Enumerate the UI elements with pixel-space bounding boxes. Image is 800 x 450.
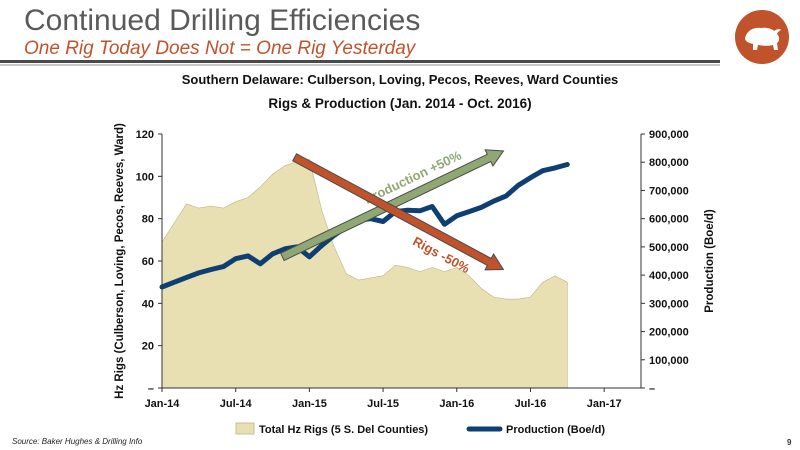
- y-tick-label: 60: [142, 256, 154, 268]
- y-tick-label: –: [148, 383, 154, 395]
- y2-tick-label: 200,000: [649, 327, 689, 339]
- chart-title: Southern Delaware: Culberson, Loving, Pe…: [181, 72, 619, 87]
- chart-subtitle: Rigs & Production (Jan. 2014 - Oct. 2016…: [268, 96, 532, 111]
- trend-arrow-shape: [292, 153, 505, 271]
- bison-icon: [735, 10, 789, 64]
- y-tick-label: 100: [136, 171, 154, 183]
- page-title: Continued Drilling Efficiencies: [24, 4, 421, 37]
- x-tick-label: Jul-16: [515, 398, 547, 410]
- legend-swatch-rigs: [235, 422, 255, 435]
- y-tick-label: 40: [142, 298, 154, 310]
- y2-tick-label: 300,000: [649, 298, 689, 310]
- y2-tick-label: 100,000: [649, 355, 689, 367]
- y2-tick-label: 500,000: [649, 242, 689, 254]
- x-tick-label: Jul-15: [367, 398, 399, 410]
- y-tick-label: 20: [142, 341, 154, 353]
- y-axis-label: Hz Rigs (Culberson, Loving, Pecos, Reeve…: [114, 123, 126, 399]
- y2-tick-label: 700,000: [649, 185, 689, 197]
- legend-label-rigs: Total Hz Rigs (5 S. Del Counties): [259, 424, 428, 436]
- x-tick-label: Jan-14: [145, 398, 181, 410]
- y2-tick-label: 400,000: [649, 270, 689, 282]
- y-tick-label: 120: [136, 129, 154, 141]
- rigs-area: [161, 159, 568, 389]
- y2-tick-label: 600,000: [649, 214, 689, 226]
- legend-label-production: Production (Boe/d): [506, 424, 605, 436]
- x-tick-label: Jan-16: [439, 398, 474, 410]
- x-tick-label: Jan-15: [292, 398, 327, 410]
- y2-axis-label: Production (Boe/d): [704, 209, 716, 313]
- y2-tick-label: 800,000: [649, 157, 689, 169]
- x-tick-label: Jul-14: [220, 398, 253, 410]
- y2-tick-label: 900,000: [649, 129, 689, 141]
- source-note: Source: Baker Hughes & Drilling Info: [12, 437, 143, 446]
- title-divider-shadow: [0, 64, 720, 66]
- y2-tick-label: –: [649, 383, 655, 395]
- x-tick-label: Jan-17: [587, 398, 622, 410]
- title-divider: [0, 60, 720, 63]
- page-subtitle: One Rig Today Does Not = One Rig Yesterd…: [24, 38, 416, 59]
- page-number: 9: [787, 438, 792, 447]
- y-tick-label: 80: [142, 214, 154, 226]
